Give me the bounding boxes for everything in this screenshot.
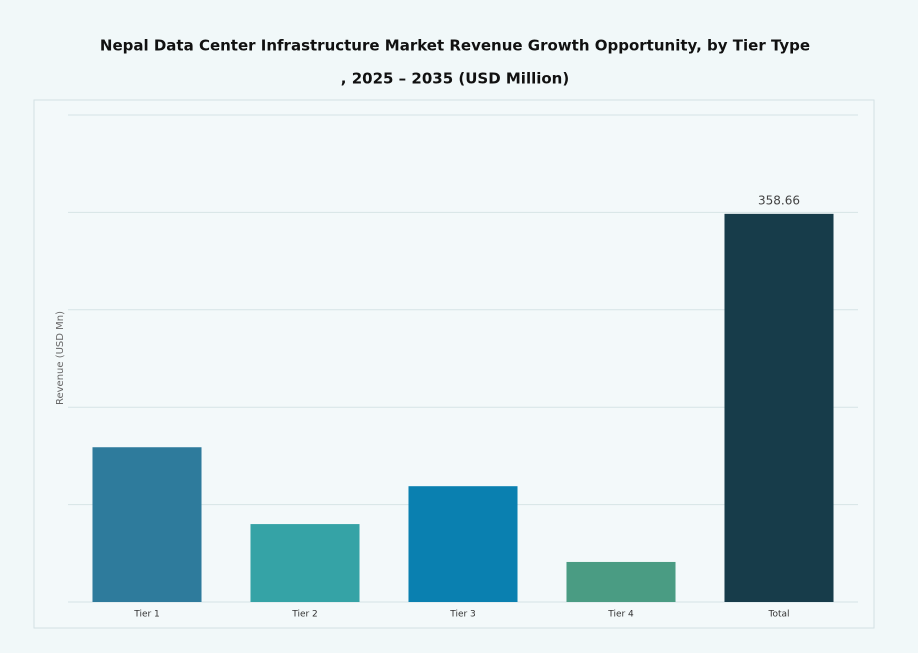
chart-title: , 2025 – 2035 (USD Million)	[341, 70, 569, 88]
x-tick-label: Tier 2	[291, 610, 318, 620]
bar	[92, 447, 202, 602]
x-tick-label: Tier 3	[449, 610, 476, 620]
bar	[408, 486, 518, 602]
y-axis-label: Revenue (USD Mn)	[55, 311, 66, 405]
x-tick-label: Tier 1	[133, 610, 160, 620]
data-label: 358.66	[758, 193, 800, 207]
bar	[566, 561, 676, 602]
x-tick-label: Total	[767, 610, 789, 620]
bar	[250, 524, 360, 602]
x-tick-label: Tier 4	[607, 610, 634, 620]
chart-title: Nepal Data Center Infrastructure Market …	[100, 37, 810, 55]
bar	[724, 213, 834, 603]
